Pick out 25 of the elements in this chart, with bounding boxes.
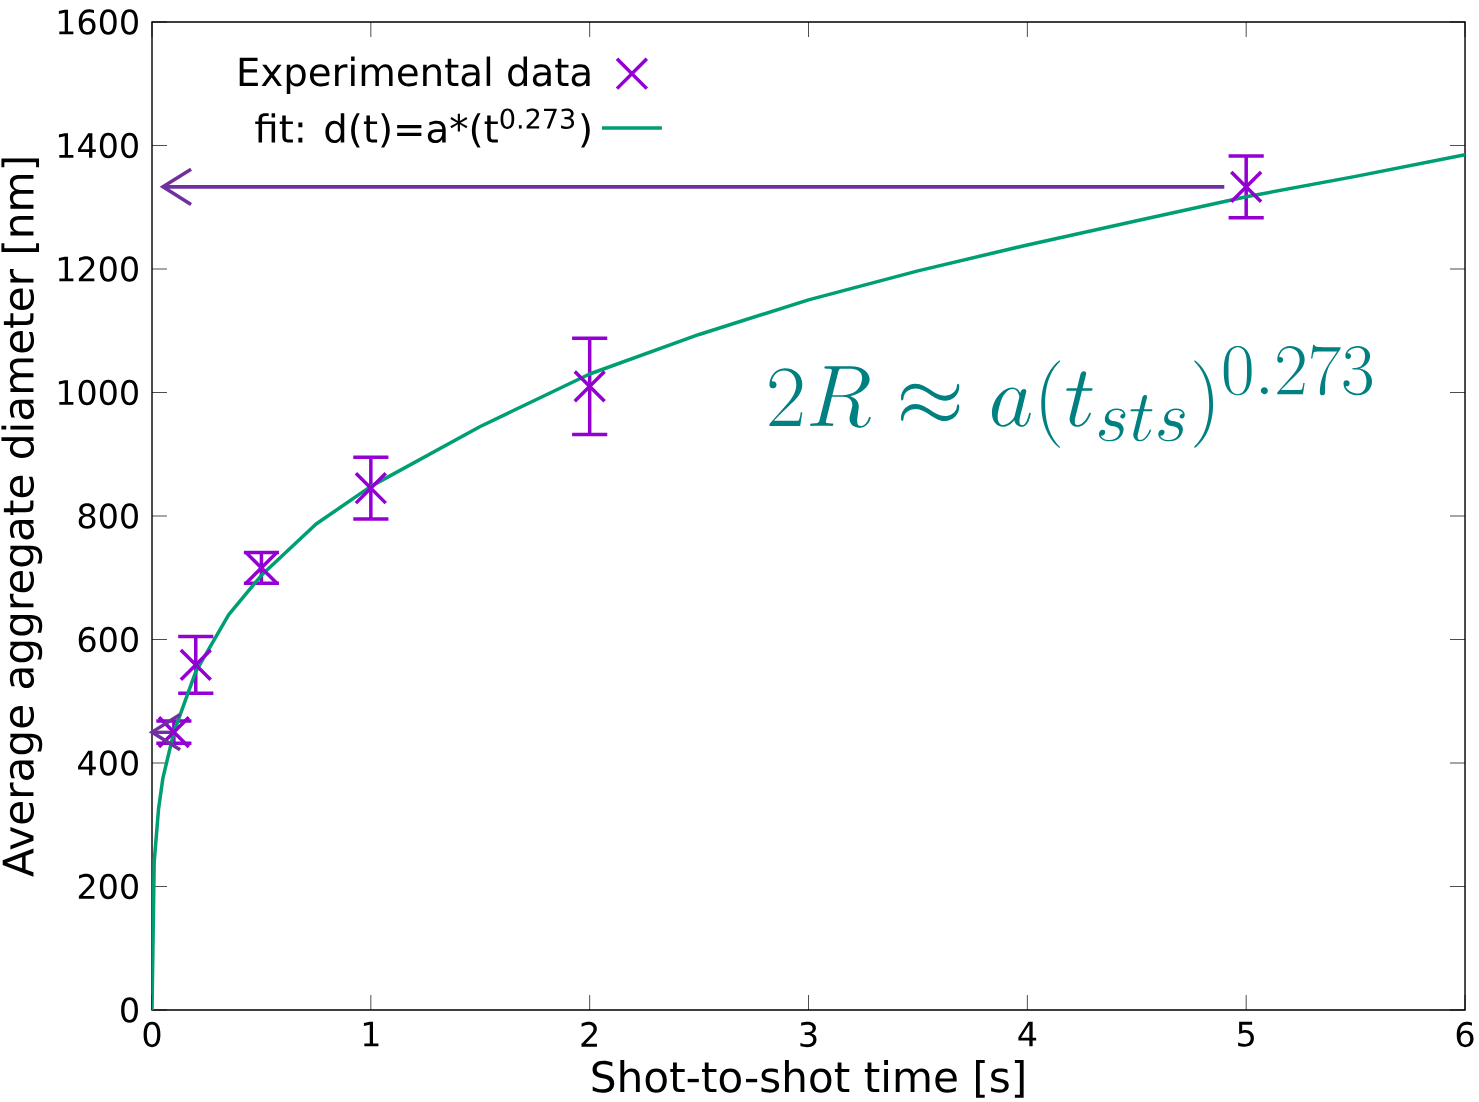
y-tick-label: 1400: [58, 132, 138, 159]
x-tick-label: 3: [800, 1021, 817, 1048]
y-tick-label: 800: [78, 503, 138, 529]
x-tick-label: 0: [143, 1021, 161, 1048]
line-series: [152, 153, 1466, 1011]
y-tick-label: 1200: [58, 256, 138, 282]
y-tick-label: 600: [78, 626, 138, 653]
y-tick-label: 0: [121, 997, 138, 1023]
legend-label: Experimental data: [239, 56, 590, 94]
point: [1229, 170, 1263, 204]
x-tick-label: 1: [363, 1021, 379, 1047]
y-tick-label: 200: [78, 873, 138, 900]
y-tick-label: 1600: [58, 9, 138, 35]
y-axis-title: Average aggregate diameter [nm]: [1, 158, 43, 877]
point: [179, 648, 213, 682]
x-tick-label: 2: [581, 1021, 597, 1047]
y-tick-label: 1000: [58, 379, 138, 406]
y-tick-label: 400: [78, 750, 138, 776]
x-tick-label: 6: [1456, 1021, 1474, 1048]
point: [573, 369, 607, 404]
legend-label: fit: d(t)=a*(t$^{0.273}$): [255, 108, 590, 148]
annotation: $2R \approx a(t_{sts})^{0.273}$: [769, 344, 1373, 448]
x-tick-label: 5: [1238, 1021, 1254, 1047]
x-tick-label: 4: [1018, 1021, 1037, 1047]
x-axis-title: Shot-to-shot time [s]: [592, 1060, 1024, 1098]
